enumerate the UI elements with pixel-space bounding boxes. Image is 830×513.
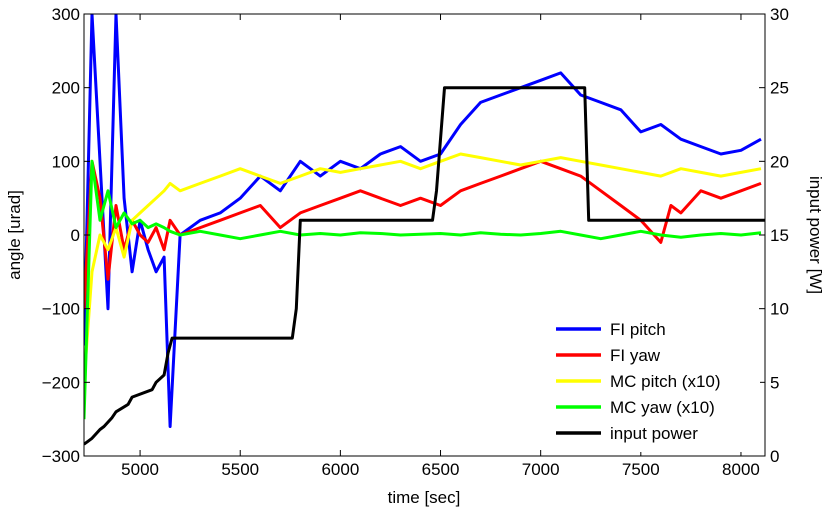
x-tick-label: 5500	[221, 460, 259, 479]
legend-label: input power	[610, 424, 698, 443]
legend: FI pitch FI yaw MC pitch (x10) MC yaw (x10)…	[548, 314, 760, 452]
series-line-fi-pitch	[84, 14, 762, 428]
y-tick-label-right: 20	[770, 152, 789, 171]
series-line-mc-yaw-x10	[84, 159, 762, 420]
y-tick-label-right: 10	[770, 300, 789, 319]
x-tick-label: 7000	[522, 460, 560, 479]
x-tick-label: 6000	[321, 460, 359, 479]
y-axis-label-left: angle [urad]	[5, 190, 24, 280]
series-layer	[84, 14, 765, 446]
y-tick-label-right: 15	[770, 226, 789, 245]
y-tick-label-left: −100	[42, 300, 80, 319]
y-tick-label-right: 5	[770, 373, 779, 392]
y-tick-label-right: 25	[770, 79, 789, 98]
y-tick-label-right: 0	[770, 447, 779, 466]
y-tick-label-left: 300	[52, 5, 80, 24]
y-tick-label-right: 30	[770, 5, 789, 24]
axis-layer: 5000 5500 6000 6500 7000 7500 8000 −300 −200 −100…	[42, 5, 789, 479]
legend-box	[548, 314, 760, 452]
x-tick-label: 5000	[121, 460, 159, 479]
x-tick-label: 7500	[622, 460, 660, 479]
legend-label: MC yaw (x10)	[610, 398, 715, 417]
y-axis-label-right: input power [W]	[806, 176, 825, 294]
y-tick-label-left: 100	[52, 152, 80, 171]
y-tick-label-left: 200	[52, 79, 80, 98]
x-tick-label: 6500	[422, 460, 460, 479]
y-tick-label-left: 0	[71, 226, 80, 245]
legend-label: FI yaw	[610, 346, 661, 365]
legend-label: MC pitch (x10)	[610, 372, 721, 391]
y-tick-label-left: −300	[42, 447, 80, 466]
legend-label: FI pitch	[610, 320, 666, 339]
x-tick-label: 8000	[722, 460, 760, 479]
y-tick-label-left: −200	[42, 373, 80, 392]
series-line-mc-pitch-x10	[84, 152, 762, 383]
x-axis-label: time [sec]	[388, 488, 461, 507]
series-line-input-power	[84, 86, 765, 446]
